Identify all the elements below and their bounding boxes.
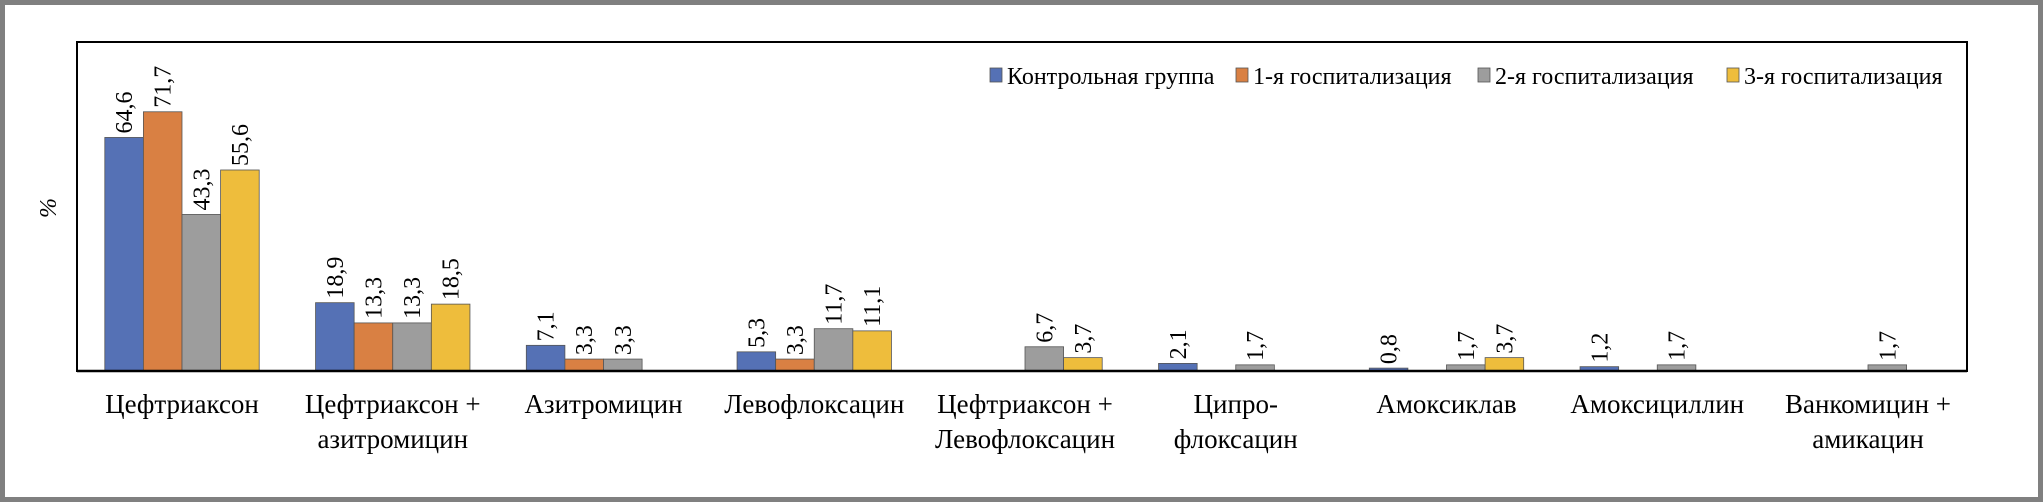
bar — [315, 302, 355, 372]
data-label: 3,7 — [1492, 324, 1518, 354]
data-label: 43,3 — [189, 168, 215, 210]
data-label: 7,1 — [534, 311, 560, 341]
data-label: 3,3 — [783, 325, 809, 355]
data-label: 1,7 — [1243, 331, 1269, 361]
x-tick-label: Амоксиклав — [1376, 389, 1516, 419]
data-label: 1,7 — [1454, 331, 1480, 361]
bar — [142, 111, 183, 372]
x-tick-label: Цефтриаксон — [105, 389, 259, 419]
bar — [392, 322, 432, 372]
bar — [353, 322, 394, 372]
bar — [104, 137, 144, 372]
data-label: 13,3 — [400, 277, 426, 319]
data-label: 71,7 — [151, 66, 177, 108]
x-tick-label: азитромицин — [317, 424, 468, 454]
legend-label: Контрольная группа — [1007, 64, 1215, 90]
bar — [564, 358, 604, 372]
bar — [775, 358, 815, 372]
x-tick-label: Амоксициллин — [1570, 389, 1744, 419]
data-label: 1,7 — [1875, 331, 1901, 361]
bar — [852, 330, 892, 372]
legend-label: 2-я госпитализация — [1495, 64, 1694, 90]
legend-label: 1-я госпитализация — [1253, 64, 1452, 90]
x-tick-label: амикацин — [1812, 424, 1924, 454]
data-label: 18,9 — [323, 257, 349, 299]
data-label: 3,3 — [611, 325, 637, 355]
bar — [430, 303, 471, 372]
legend-swatch — [1726, 67, 1740, 83]
legend-swatch — [1477, 67, 1491, 83]
x-tick-label: Ванкомицин + — [1785, 389, 1951, 419]
data-label: 11,7 — [822, 284, 848, 325]
x-tick-label: Левофлоксацин — [724, 389, 904, 419]
legend-swatch — [989, 67, 1003, 83]
x-tick-label: флоксацин — [1174, 424, 1298, 454]
y-axis-label: % — [36, 198, 62, 218]
legend-label: 3-я госпитализация — [1744, 64, 1943, 90]
bar — [603, 358, 643, 372]
x-tick-label: Левофлоксацин — [935, 424, 1115, 454]
data-label: 18,5 — [439, 258, 465, 300]
data-label: 2,1 — [1166, 329, 1192, 359]
bar — [813, 328, 854, 372]
data-label: 64,6 — [112, 91, 138, 133]
bar — [736, 351, 777, 372]
x-tick-label: Азитромицин — [524, 389, 682, 419]
legend-swatch — [1235, 67, 1249, 83]
bar — [181, 214, 221, 372]
bar — [525, 344, 566, 372]
data-label: 11,1 — [860, 286, 886, 327]
x-tick-label: Цефтриаксон + — [937, 389, 1113, 419]
data-label: 6,7 — [1032, 313, 1058, 343]
data-label: 3,3 — [572, 325, 598, 355]
data-label: 1,2 — [1587, 333, 1613, 363]
bar — [1484, 357, 1525, 372]
data-label: 55,6 — [228, 124, 254, 166]
data-label: 0,8 — [1377, 334, 1403, 364]
bar — [1024, 346, 1064, 372]
data-label: 3,7 — [1071, 324, 1097, 354]
plot-area — [76, 41, 1968, 372]
data-label: 5,3 — [744, 318, 770, 348]
bar — [1063, 357, 1103, 372]
bar — [220, 169, 260, 372]
data-label: 13,3 — [361, 277, 387, 319]
x-tick-label: Ципро- — [1194, 389, 1278, 419]
x-tick-label: Цефтриаксон + — [305, 389, 481, 419]
data-label: 1,7 — [1665, 331, 1691, 361]
